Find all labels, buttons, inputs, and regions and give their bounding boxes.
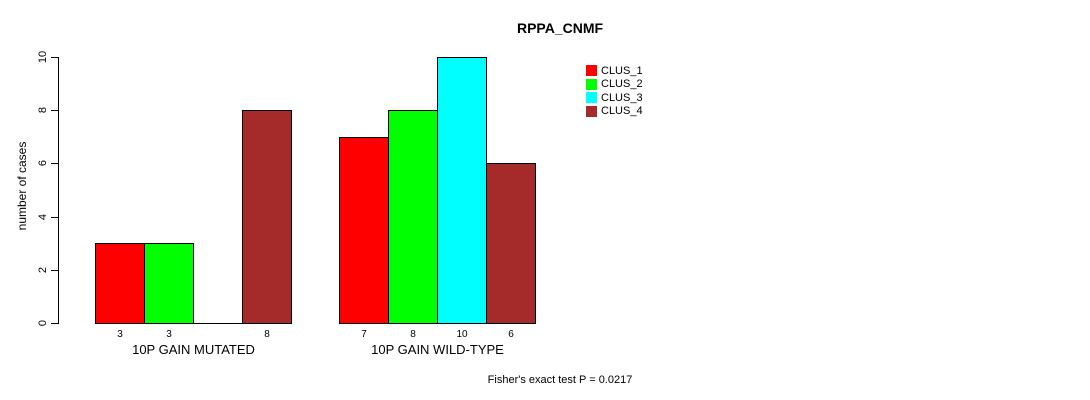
- x-group-label: 10P GAIN WILD-TYPE: [371, 342, 504, 357]
- legend-swatch-icon: [586, 92, 597, 104]
- legend-swatch-icon: [586, 65, 597, 77]
- y-tick-label: 6: [37, 159, 49, 167]
- y-tick-label: 10: [37, 50, 49, 64]
- y-tick-label: 0: [37, 319, 49, 327]
- y-tick-label: 4: [37, 213, 49, 221]
- y-axis-label: number of cases: [15, 141, 29, 231]
- y-axis-line: [58, 57, 59, 324]
- legend-label: CLUS_4: [601, 105, 643, 118]
- bar-clus_1-2: [339, 137, 389, 324]
- bar-clus_2-1: [144, 243, 194, 324]
- legend-label: CLUS_2: [601, 78, 643, 91]
- legend-swatch-icon: [586, 105, 597, 117]
- x-group-label: 10P GAIN MUTATED: [132, 342, 255, 357]
- bar-value-label: 8: [264, 329, 270, 340]
- bar-clus_3-2: [437, 57, 487, 324]
- legend: CLUS_1 CLUS_2 CLUS_3 CLUS_4: [586, 64, 643, 118]
- legend-label: CLUS_3: [601, 91, 643, 104]
- legend-swatch-icon: [586, 78, 597, 90]
- bar-value-label: 3: [166, 329, 172, 340]
- y-tick-label: 8: [37, 106, 49, 114]
- y-axis-tick: [51, 217, 58, 218]
- chart-title: RPPA_CNMF: [516, 20, 604, 36]
- legend-row: CLUS_4: [586, 105, 643, 119]
- y-axis-tick: [51, 57, 58, 58]
- bar-clus_2-2: [388, 110, 438, 324]
- bar-clus_1-1: [95, 243, 145, 324]
- bar-value-label: 10: [456, 329, 468, 340]
- annotation-text: Fisher's exact test P = 0.0217: [487, 374, 633, 386]
- bar-value-label: 7: [361, 329, 367, 340]
- bar-clus_4-1: [242, 110, 292, 324]
- legend-row: CLUS_1: [586, 64, 643, 78]
- bar-value-label: 6: [508, 329, 514, 340]
- y-axis-tick: [51, 110, 58, 111]
- legend-label: CLUS_1: [601, 64, 643, 77]
- y-axis-tick: [51, 163, 58, 164]
- y-axis-tick: [51, 270, 58, 271]
- legend-row: CLUS_3: [586, 91, 643, 105]
- legend-row: CLUS_2: [586, 78, 643, 92]
- y-axis-tick: [51, 323, 58, 324]
- y-tick-label: 2: [37, 266, 49, 274]
- bar-value-label: 8: [410, 329, 416, 340]
- bar-clus_4-2: [486, 163, 536, 324]
- bar-value-label: 3: [117, 329, 123, 340]
